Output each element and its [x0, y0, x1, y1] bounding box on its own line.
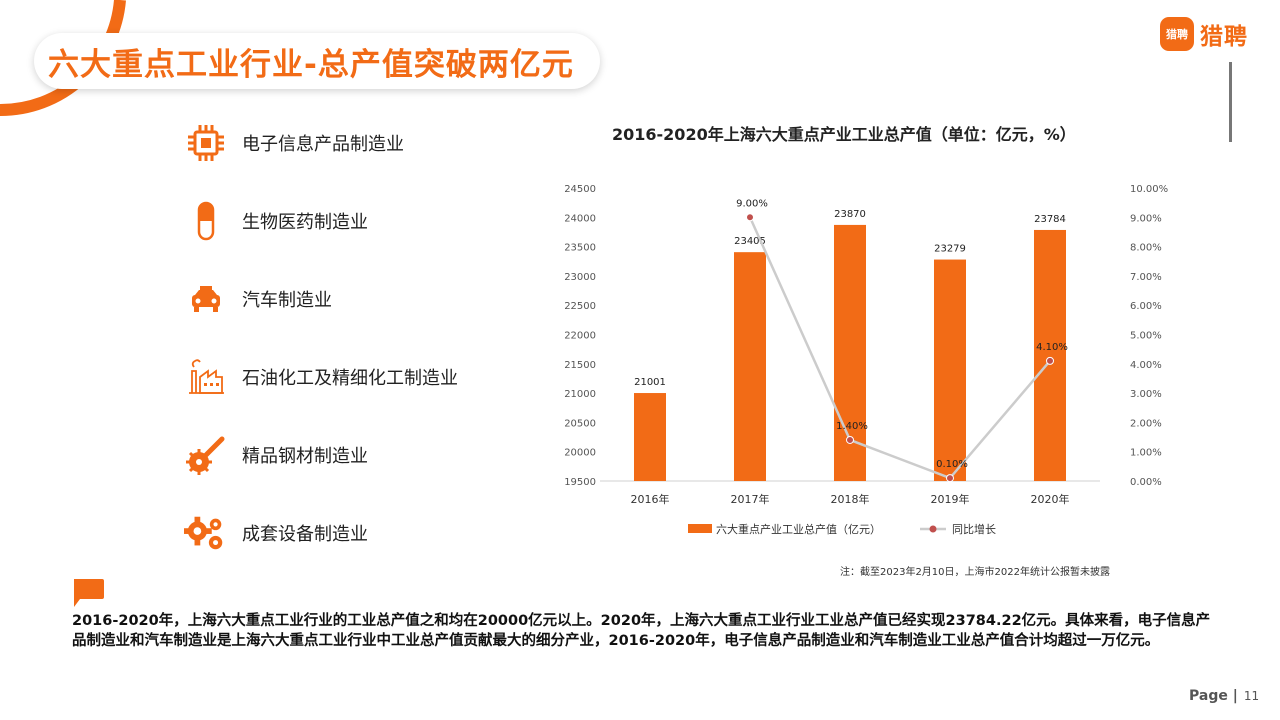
page-footer: Page | 11 [1189, 688, 1259, 704]
y-tick-label: 22500 [564, 301, 596, 312]
x-tick-label: 2019年 [931, 492, 970, 506]
gears-icon [184, 513, 228, 553]
bar-value-label: 23870 [834, 209, 866, 220]
x-tick-label: 2018年 [831, 492, 870, 506]
speech-bubble-icon [74, 579, 104, 607]
y-tick-label: 24500 [564, 184, 596, 195]
growth-value-label: 9.00% [736, 198, 768, 209]
y-tick-label: 20000 [564, 448, 596, 459]
legend-bar-label: 六大重点产业工业总产值（亿元） [716, 522, 881, 536]
chip-icon [184, 123, 228, 163]
y-tick-label: 21000 [564, 389, 596, 400]
factory-icon [184, 357, 228, 397]
y2-tick-label: 7.00% [1130, 272, 1162, 283]
industry-label: 精品钢材制造业 [242, 446, 368, 467]
y2-tick-label: 4.00% [1130, 360, 1162, 371]
x-tick-label: 2020年 [1031, 492, 1070, 506]
y2-tick-label: 8.00% [1130, 243, 1162, 254]
bar [934, 259, 966, 481]
logo-text: 猎聘 [1200, 24, 1248, 50]
capsule-icon [184, 201, 228, 241]
y2-tick-label: 6.00% [1130, 301, 1162, 312]
y2-tick-label: 10.00% [1130, 184, 1168, 195]
growth-point [1046, 356, 1054, 365]
page-title: 六大重点工业行业-总产值突破两亿元 [48, 47, 574, 83]
logo-badge-icon: 猎聘 [1160, 17, 1194, 51]
y-tick-label: 20500 [564, 418, 596, 429]
page-label: Page | [1189, 688, 1238, 704]
growth-line [748, 216, 1051, 480]
industry-label: 生物医药制造业 [242, 212, 368, 233]
bar-value-label: 21001 [634, 377, 666, 388]
industry-label: 石油化工及精细化工制造业 [242, 368, 458, 389]
right-divider [1229, 62, 1232, 142]
y2-tick-label: 0.00% [1130, 477, 1162, 488]
y-tick-label: 23500 [564, 243, 596, 254]
industry-item-steel: 精品钢材制造业 [184, 435, 368, 475]
industry-item-automotive: 汽车制造业 [184, 279, 332, 319]
growth-value-label: 1.40% [836, 421, 868, 432]
y2-tick-label: 5.00% [1130, 331, 1162, 342]
growth-value-label: 4.10% [1036, 342, 1068, 353]
industry-item-equipment: 成套设备制造业 [184, 513, 368, 553]
y-tick-label: 22000 [564, 331, 596, 342]
industry-label: 汽车制造业 [242, 290, 332, 311]
y2-tick-label: 2.00% [1130, 418, 1162, 429]
industry-item-electronics: 电子信息产品制造业 [184, 123, 404, 163]
summary-text: 2016-2020年，上海六大重点工业行业的工业总产值之和均在20000亿元以上… [72, 613, 1211, 649]
brand-logo: 猎聘 猎聘 [1160, 17, 1248, 51]
car-icon [184, 279, 228, 319]
chart-title: 2016-2020年上海六大重点产业工业总产值（单位：亿元，%） [612, 125, 1076, 144]
y2-tick-label: 3.00% [1130, 389, 1162, 400]
y-tick-label: 19500 [564, 477, 596, 488]
legend-line-label: 同比增长 [952, 522, 996, 536]
industry-label: 成套设备制造业 [242, 524, 368, 545]
growth-value-label: 0.10% [936, 459, 968, 470]
bar-value-label: 23405 [734, 236, 766, 247]
y2-tick-label: 9.00% [1130, 213, 1162, 224]
bar [734, 252, 766, 481]
growth-point [746, 213, 754, 222]
industry-item-petrochemical: 石油化工及精细化工制造业 [184, 357, 458, 397]
growth-point [946, 474, 954, 483]
title-pill [34, 33, 600, 89]
page-number: 11 [1243, 689, 1260, 703]
legend-bar-swatch [688, 524, 712, 533]
x-tick-label: 2017年 [731, 492, 770, 506]
x-tick-label: 2016年 [631, 492, 670, 506]
bar-value-label: 23784 [1034, 214, 1066, 225]
y-tick-label: 24000 [564, 213, 596, 224]
industry-label: 电子信息产品制造业 [242, 134, 404, 155]
y-tick-label: 23000 [564, 272, 596, 283]
combo-chart: 19500 20000 20500 21000 21500 22000 22500 23000… [564, 184, 1168, 536]
bar [1034, 229, 1066, 481]
growth-point [846, 435, 854, 444]
y2-tick-label: 1.00% [1130, 448, 1162, 459]
chart-note: 注：截至2023年2月10日，上海市2022年统计公报暂未披露 [840, 567, 1110, 578]
legend-line-marker [929, 525, 937, 533]
saw-blade-icon [184, 435, 228, 475]
y-tick-label: 21500 [564, 360, 596, 371]
industry-item-biomedicine: 生物医药制造业 [184, 201, 368, 241]
bar-value-label: 23279 [934, 244, 966, 255]
bar [634, 393, 666, 481]
